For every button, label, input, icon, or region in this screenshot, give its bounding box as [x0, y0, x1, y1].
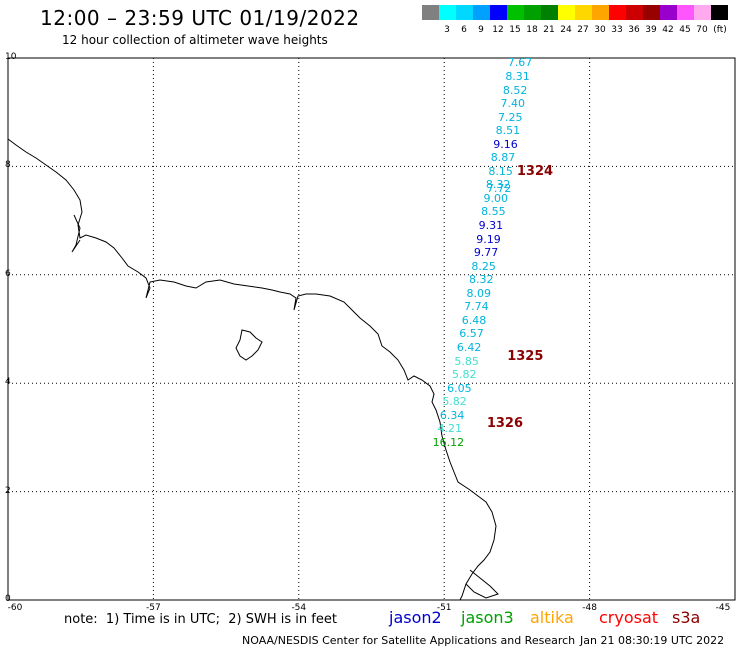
wave-height-value: 6.34: [439, 408, 465, 422]
scale-label: 33: [611, 25, 623, 35]
island: [235, 329, 263, 361]
wave-height-value: 9.77: [473, 246, 499, 260]
wave-height-value: 6.42: [456, 340, 482, 354]
longitude-tick: -45: [715, 603, 731, 613]
scale-swatch: [643, 5, 660, 20]
scale-swatch: [694, 5, 711, 20]
scale-swatch: [473, 5, 490, 20]
wave-height-value: 5.85: [454, 354, 479, 368]
wave-height-value: 8.32: [485, 178, 511, 192]
wave-height-value: 8.31: [505, 69, 530, 83]
wave-height-value: 16.12: [432, 435, 465, 449]
longitude-tick: -51: [436, 603, 452, 613]
wave-height-value: 7.72: [486, 182, 512, 196]
wave-height-value: 8.25: [471, 259, 496, 273]
pass-number: 1325: [507, 348, 544, 364]
scale-swatch: [575, 5, 592, 20]
map-frame: [7, 57, 736, 601]
scale-label: 45: [679, 25, 691, 35]
coastline-inlet: [71, 214, 81, 253]
scale-swatch: [677, 5, 694, 20]
wave-height-value: 8.09: [466, 286, 492, 300]
scale-swatch: [507, 5, 524, 20]
wave-height-value: 8.52: [502, 83, 528, 97]
scale-swatch: [558, 5, 575, 20]
scale-label: 9: [478, 25, 484, 35]
scale-swatch: [711, 5, 728, 20]
scale-label: 27: [577, 25, 589, 35]
scale-unit: (ft): [713, 25, 727, 35]
footer-timestamp: Jan 21 08:30:19 UTC 2022: [580, 634, 725, 647]
scale-label: 36: [628, 25, 640, 35]
wave-height-value: 7.74: [464, 300, 489, 314]
wave-height-value: 8.15: [488, 164, 513, 178]
wave-height-value: 7.67: [507, 56, 533, 70]
wave-height-value: 5.82: [452, 368, 477, 382]
map-title: 12:00 – 23:59 UTC 01/19/2022: [40, 6, 360, 30]
scale-swatch: [626, 5, 643, 20]
coastline: [7, 138, 497, 601]
wave-height-value: 8.87: [490, 151, 516, 165]
wave-height-value: 6.57: [459, 327, 484, 341]
wave-height-value: 8.51: [495, 124, 521, 138]
wave-height-value: 6.05: [447, 381, 472, 395]
scale-label: 18: [526, 25, 538, 35]
latitude-tick: 6: [5, 268, 11, 279]
pass-number: 1326: [486, 415, 524, 431]
wave-height-value: 7.40: [500, 97, 525, 111]
scale-swatch: [592, 5, 609, 20]
satellite-jason2: jason2: [389, 608, 442, 627]
satellite-jason3: jason3: [461, 608, 514, 627]
longitude-tick: -57: [146, 603, 161, 613]
scale-swatch: [609, 5, 626, 20]
longitude-tick: -60: [7, 603, 23, 613]
coastline-islands-south: [465, 569, 499, 599]
scale-label: 42: [662, 25, 674, 35]
wave-height-value: 6.48: [461, 313, 487, 327]
map-subtitle: 12 hour collection of altimeter wave hei…: [62, 33, 328, 47]
latitude-tick: 10: [5, 52, 17, 62]
satellite-altika: altika: [530, 608, 574, 627]
scale-label: 15: [509, 25, 521, 35]
latitude-tick: 2: [5, 485, 11, 496]
satellite-s3a: s3a: [672, 608, 701, 627]
scale-label: 70: [696, 25, 708, 35]
scale-label: 30: [594, 25, 606, 35]
longitude-tick: -54: [291, 603, 307, 613]
scale-swatch: [524, 5, 541, 20]
wave-height-value: 9.19: [476, 232, 501, 246]
scale-swatch: [439, 5, 456, 20]
pass-number: 1324: [516, 163, 554, 179]
scale-label: 39: [645, 25, 657, 35]
scale-label: 12: [492, 25, 504, 35]
wave-height-value: 7.25: [498, 110, 523, 124]
footer-note: note: 1) Time is in UTC; 2) SWH is in fe…: [64, 612, 337, 627]
latitude-tick: 4: [5, 377, 11, 388]
scale-label: 3: [444, 25, 450, 35]
wave-height-value: 5.82: [442, 395, 467, 409]
wave-height-value: 9.31: [478, 219, 504, 233]
scale-swatch: [660, 5, 677, 20]
scale-swatch: [422, 5, 439, 20]
wave-height-value: 4.21: [437, 422, 462, 436]
wave-height-value: 8.32: [468, 273, 494, 287]
scale-swatch: [490, 5, 507, 20]
graticule-grid: [8, 58, 735, 600]
longitude-tick: -48: [582, 603, 597, 613]
wave-height-value: 9.16: [493, 137, 518, 151]
latitude-tick: 8: [5, 160, 11, 171]
scale-label: 24: [560, 25, 572, 35]
wave-height-value: 8.55: [481, 205, 506, 219]
latitude-tick: 0: [5, 594, 11, 604]
scale-label: 21: [543, 25, 555, 35]
wave-height-value: 9.00: [483, 191, 509, 205]
footer-credit: NOAA/NESDIS Center for Satellite Applica…: [242, 634, 576, 647]
scale-swatch: [456, 5, 473, 20]
scale-swatch: [541, 5, 558, 20]
satellite-cryosat: cryosat: [599, 608, 659, 627]
scale-label: 6: [461, 25, 467, 35]
